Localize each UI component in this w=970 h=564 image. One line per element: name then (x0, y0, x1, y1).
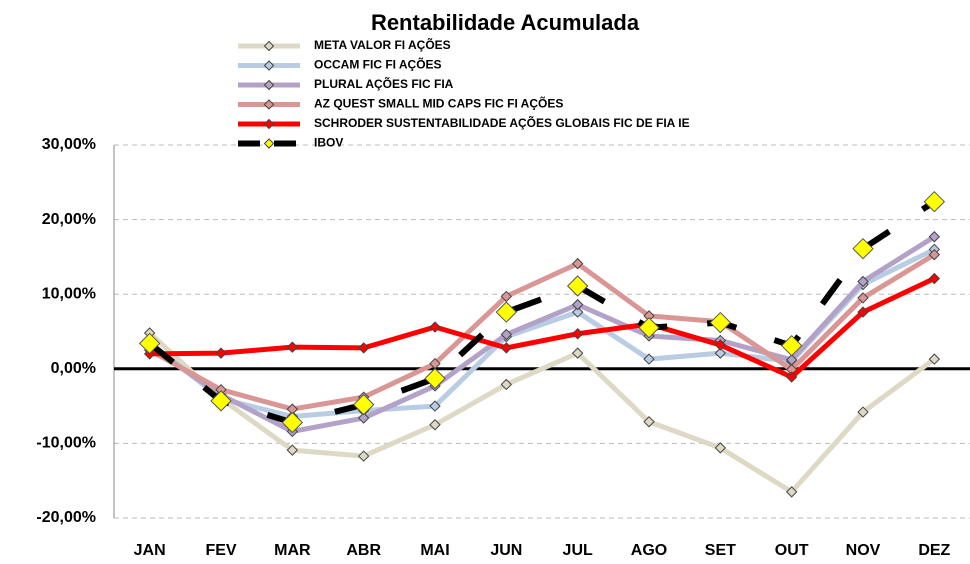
legend-marker (263, 138, 275, 149)
marker (500, 342, 513, 354)
marker (857, 406, 869, 418)
marker (571, 298, 584, 311)
marker (714, 442, 727, 454)
series-line (147, 331, 936, 495)
marker (215, 347, 227, 359)
legend-label: PLURAL AÇÕES FIC FIA (314, 76, 454, 91)
marker (281, 411, 304, 434)
legend-marker (263, 118, 275, 130)
marker (852, 237, 874, 260)
marker (785, 371, 798, 383)
legend-marker (263, 79, 275, 91)
marker (857, 275, 869, 288)
marker (286, 444, 299, 456)
marker (643, 353, 655, 365)
marker (928, 248, 941, 261)
marker (138, 332, 161, 355)
x-tick-label: AGO (631, 542, 667, 559)
series-line (148, 252, 936, 412)
x-tick-label: ABR (346, 542, 381, 559)
legend-marker (263, 60, 275, 71)
y-tick-label: 0,00% (51, 360, 96, 377)
marker (928, 272, 941, 285)
legend-label: META VALOR FI AÇÕES (314, 37, 451, 52)
x-tick-label: MAR (274, 542, 311, 559)
marker (923, 190, 946, 213)
chart-title: Rentabilidade Acumulada (371, 10, 640, 35)
marker (785, 486, 798, 498)
marker (429, 419, 441, 431)
legend-label: SCHRODER SUSTENTABILIDADE AÇÕES GLOBAIS … (314, 115, 690, 130)
legend-label: IBOV (314, 136, 343, 150)
marker (210, 390, 232, 412)
marker (571, 306, 584, 318)
legend-marker (263, 40, 275, 52)
marker (429, 321, 441, 333)
marker (643, 416, 655, 428)
y-tick-label: 20,00% (42, 211, 96, 228)
y-tick-label: -20,00% (36, 509, 96, 526)
marker (424, 367, 446, 390)
y-tick-label: 30,00% (42, 136, 96, 153)
series-line (147, 199, 936, 426)
x-tick-label: JAN (134, 542, 166, 559)
marker (286, 341, 299, 353)
series-line (148, 234, 936, 434)
marker (928, 231, 941, 243)
legend-label: OCCAM FIC FI AÇÕES (314, 57, 442, 72)
marker (709, 311, 732, 334)
marker (638, 317, 660, 339)
x-tick-label: DEZ (918, 542, 950, 559)
marker (714, 347, 727, 359)
marker (780, 334, 803, 357)
series-line (149, 276, 936, 380)
y-tick-label: 10,00% (42, 285, 96, 302)
marker (429, 400, 441, 412)
marker (857, 292, 869, 304)
marker (357, 450, 370, 462)
y-tick-label: -10,00% (36, 435, 96, 452)
marker (571, 257, 584, 270)
legend-marker (263, 99, 275, 110)
x-tick-label: FEV (205, 542, 236, 559)
marker (566, 275, 589, 297)
marker (857, 306, 869, 318)
marker (357, 412, 370, 424)
marker (714, 339, 727, 351)
x-tick-label: JUN (490, 542, 522, 559)
marker (500, 378, 513, 391)
marker (495, 301, 518, 323)
marker (928, 353, 941, 365)
marker (357, 342, 370, 354)
x-tick-label: NOV (846, 542, 881, 559)
x-tick-label: MAI (420, 542, 449, 559)
legend-label: AZ QUEST SMALL MID CAPS FIC FI AÇÕES (314, 96, 563, 111)
marker (352, 393, 375, 416)
marker (500, 328, 513, 341)
x-tick-label: SET (705, 542, 736, 559)
x-tick-label: OUT (775, 542, 809, 559)
marker (571, 347, 584, 359)
x-tick-label: JUL (563, 542, 593, 559)
marker (571, 328, 584, 340)
